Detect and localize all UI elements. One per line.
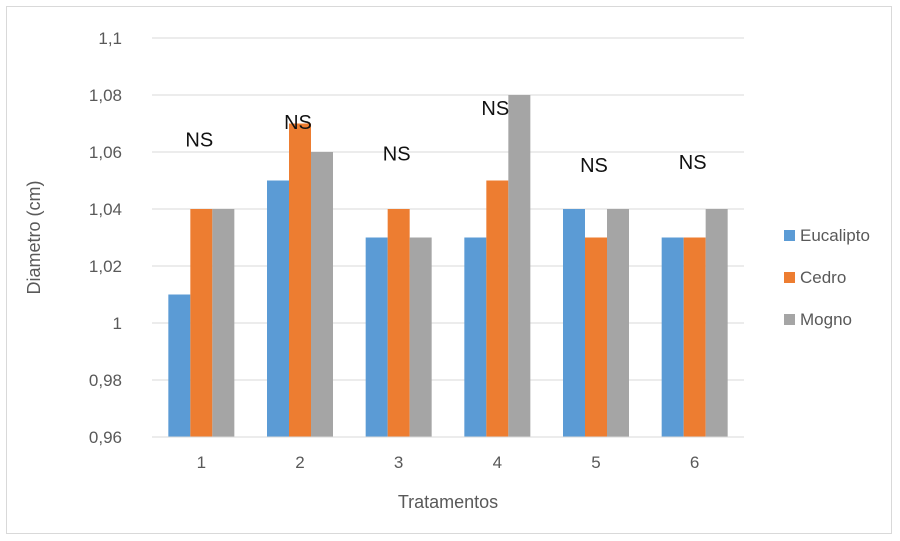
bar-cedro-4 [486,180,509,437]
bar-eucalipto-2 [267,180,289,437]
x-tick-label: 1 [197,453,206,472]
x-tick-label: 4 [493,453,502,472]
bar-mogno-1 [212,209,235,437]
legend-label-eucalipto: Eucalipto [800,226,870,245]
bar-eucalipto-3 [365,237,388,437]
x-tick-label: 5 [591,453,600,472]
legend-swatch-eucalipto [784,230,795,241]
x-tick-label: 3 [394,453,403,472]
bar-mogno-2 [311,152,333,437]
x-axis-title: Tratamentos [398,492,498,512]
ns-annotation: NS [580,155,608,177]
annotations: NS NS NS NS NS NS [185,98,706,177]
bar-eucalipto-4 [464,237,487,437]
bar-mogno-3 [409,237,432,437]
y-tick-label: 1,02 [89,257,122,276]
y-tick-label: 1,08 [89,86,122,105]
legend-label-mogno: Mogno [800,310,852,329]
ns-annotation: NS [185,129,213,151]
ns-annotation: NS [383,144,411,166]
bars [168,95,728,437]
bar-mogno-6 [705,209,728,437]
y-tick-label: 0,98 [89,371,122,390]
ns-annotation: NS [481,98,509,120]
y-axis-title: Diametro (cm) [24,180,44,294]
bar-mogno-5 [607,209,629,437]
ns-annotation: NS [679,152,707,174]
bar-cedro-1 [190,209,213,437]
ns-annotation: NS [284,112,312,134]
y-tick-label: 1,04 [89,200,122,219]
gridlines [152,37,744,381]
legend-label-cedro: Cedro [800,268,846,287]
bar-mogno-4 [508,95,531,437]
bar-cedro-2 [289,123,311,437]
bar-cedro-5 [585,237,607,437]
y-tick-label: 0,96 [89,428,122,447]
bar-eucalipto-5 [563,209,585,437]
y-tick-label: 1 [113,314,122,333]
chart-frame [6,6,892,534]
legend-swatch-mogno [784,314,795,325]
bar-cedro-3 [387,209,410,437]
y-tick-label: 1,1 [98,29,122,48]
y-tick-label: 1,06 [89,143,122,162]
legend-swatch-cedro [784,272,795,283]
legend: Eucalipto Cedro Mogno [784,226,870,329]
y-axis-ticks: 0,96 0,98 1 1,02 1,04 1,06 1,08 1,1 [89,29,122,447]
bar-eucalipto-1 [168,294,191,437]
x-tick-label: 6 [690,453,699,472]
bar-cedro-6 [683,237,706,437]
x-tick-label: 2 [295,453,304,472]
bar-eucalipto-6 [661,237,684,437]
x-axis-ticks: 1 2 3 4 5 6 [197,453,700,472]
